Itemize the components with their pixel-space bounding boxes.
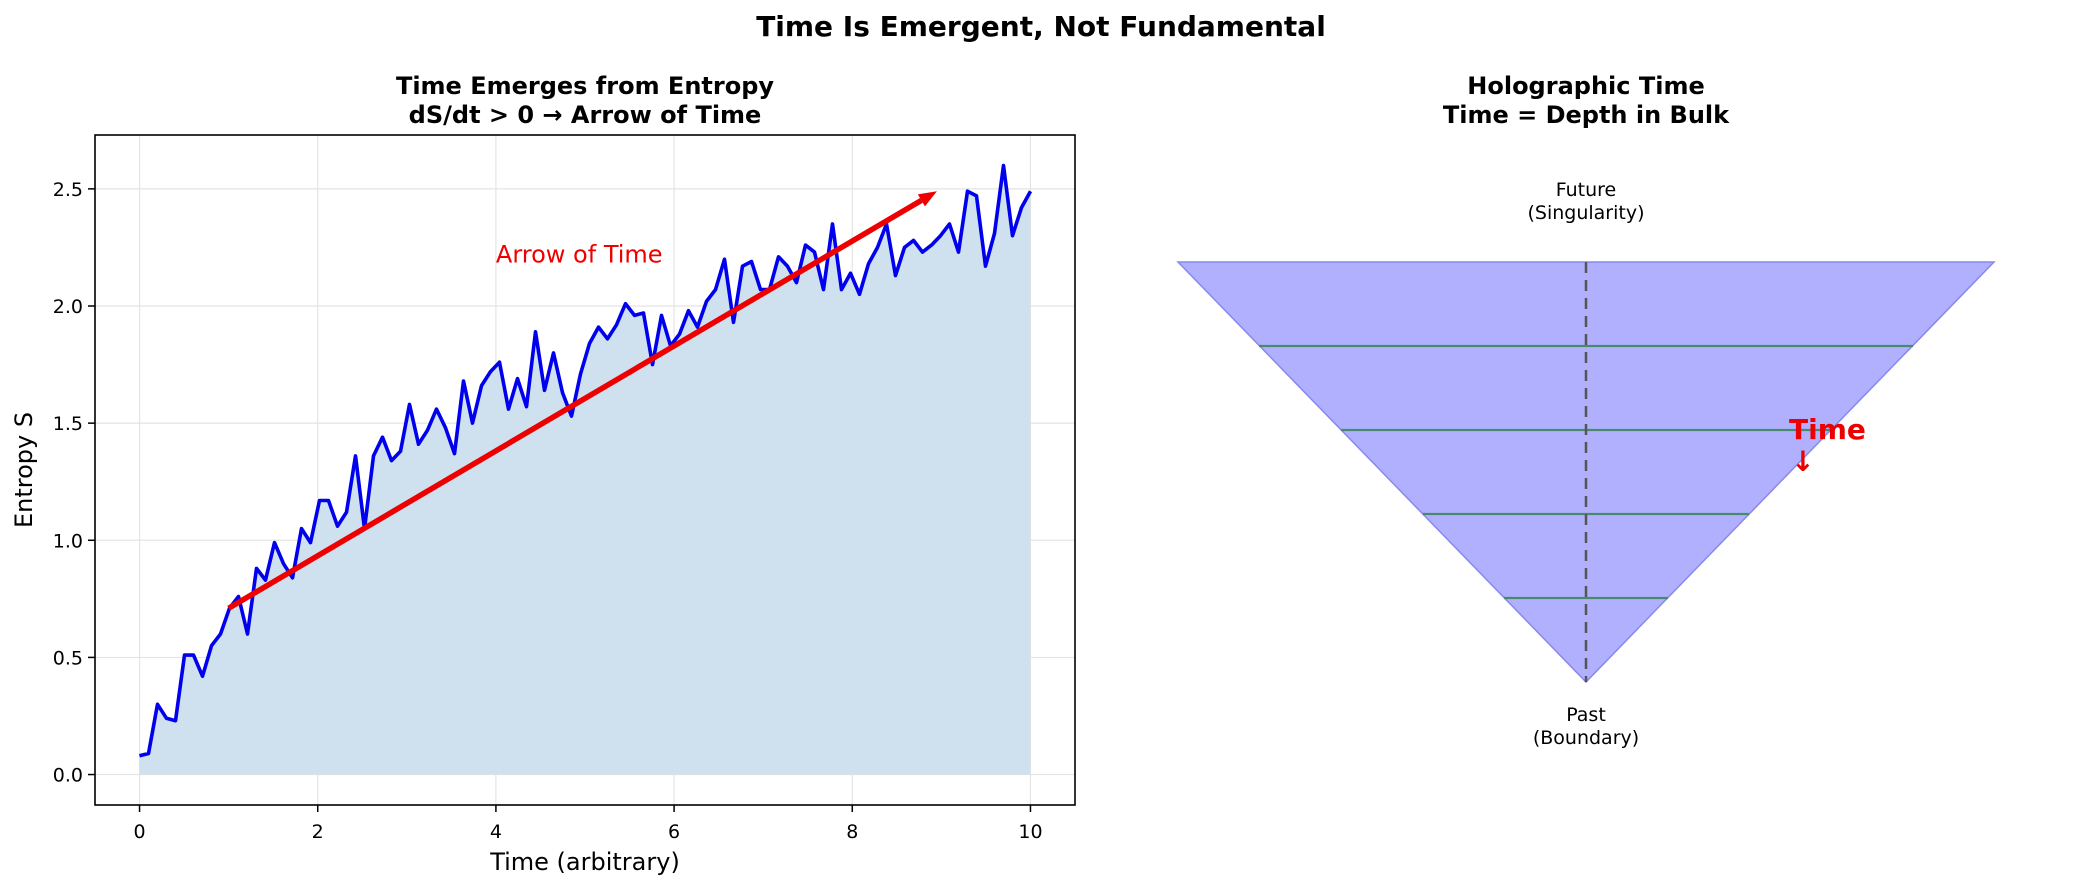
x-tick-label: 6 <box>668 821 680 843</box>
y-tick-label: 0.5 <box>53 647 83 669</box>
y-tick-label: 2.0 <box>53 296 83 318</box>
holographic-title-line1: Holographic Time <box>1467 72 1704 100</box>
past-label-line1: Past <box>1566 704 1606 726</box>
entropy-chart: Time Emerges from Entropy dS/dt > 0 → Ar… <box>10 72 1076 876</box>
entropy-chart-title-line1: Time Emerges from Entropy <box>396 72 774 100</box>
arrow-of-time-label: Arrow of Time <box>496 240 663 268</box>
x-tick-label: 0 <box>133 821 145 843</box>
future-label-line2: (Singularity) <box>1527 202 1644 224</box>
entropy-chart-ylabel: Entropy S <box>10 412 38 528</box>
entropy-chart-frame <box>94 134 1076 806</box>
x-tick-label: 2 <box>312 821 324 843</box>
x-tick-label: 10 <box>1018 821 1042 843</box>
future-label-line1: Future <box>1556 179 1617 201</box>
y-tick-label: 1.0 <box>53 530 83 552</box>
holographic-title-line2: Time = Depth in Bulk <box>1443 101 1730 129</box>
past-label-line2: (Boundary) <box>1533 727 1639 749</box>
entropy-chart-title-line2: dS/dt > 0 → Arrow of Time <box>409 101 762 129</box>
x-tick-label: 4 <box>490 821 502 843</box>
holographic-diagram: Holographic Time Time = Depth in Bulk Fu… <box>1176 72 1996 749</box>
entropy-chart-xlabel: Time (arbitrary) <box>489 848 680 876</box>
time-direction-label: Time <box>1789 413 1866 446</box>
time-direction-arrow-icon: ↓ <box>1791 445 1814 478</box>
arrow-of-time-layer <box>227 191 937 611</box>
arrow-of-time-head <box>917 191 937 207</box>
y-tick-label: 1.5 <box>53 413 83 435</box>
arrow-of-time-shaft <box>227 197 923 611</box>
y-tick-label: 2.5 <box>53 179 83 201</box>
x-tick-label: 8 <box>846 821 858 843</box>
y-tick-label: 0.0 <box>53 765 83 787</box>
figure-suptitle: Time Is Emergent, Not Fundamental <box>756 10 1326 43</box>
entropy-area-fill <box>139 165 1031 775</box>
entropy-fill-layer <box>139 165 1031 775</box>
entropy-chart-ticks: 0 2 4 6 8 10 0.0 0.5 1.0 1.5 2.0 2.5 <box>53 179 1043 843</box>
